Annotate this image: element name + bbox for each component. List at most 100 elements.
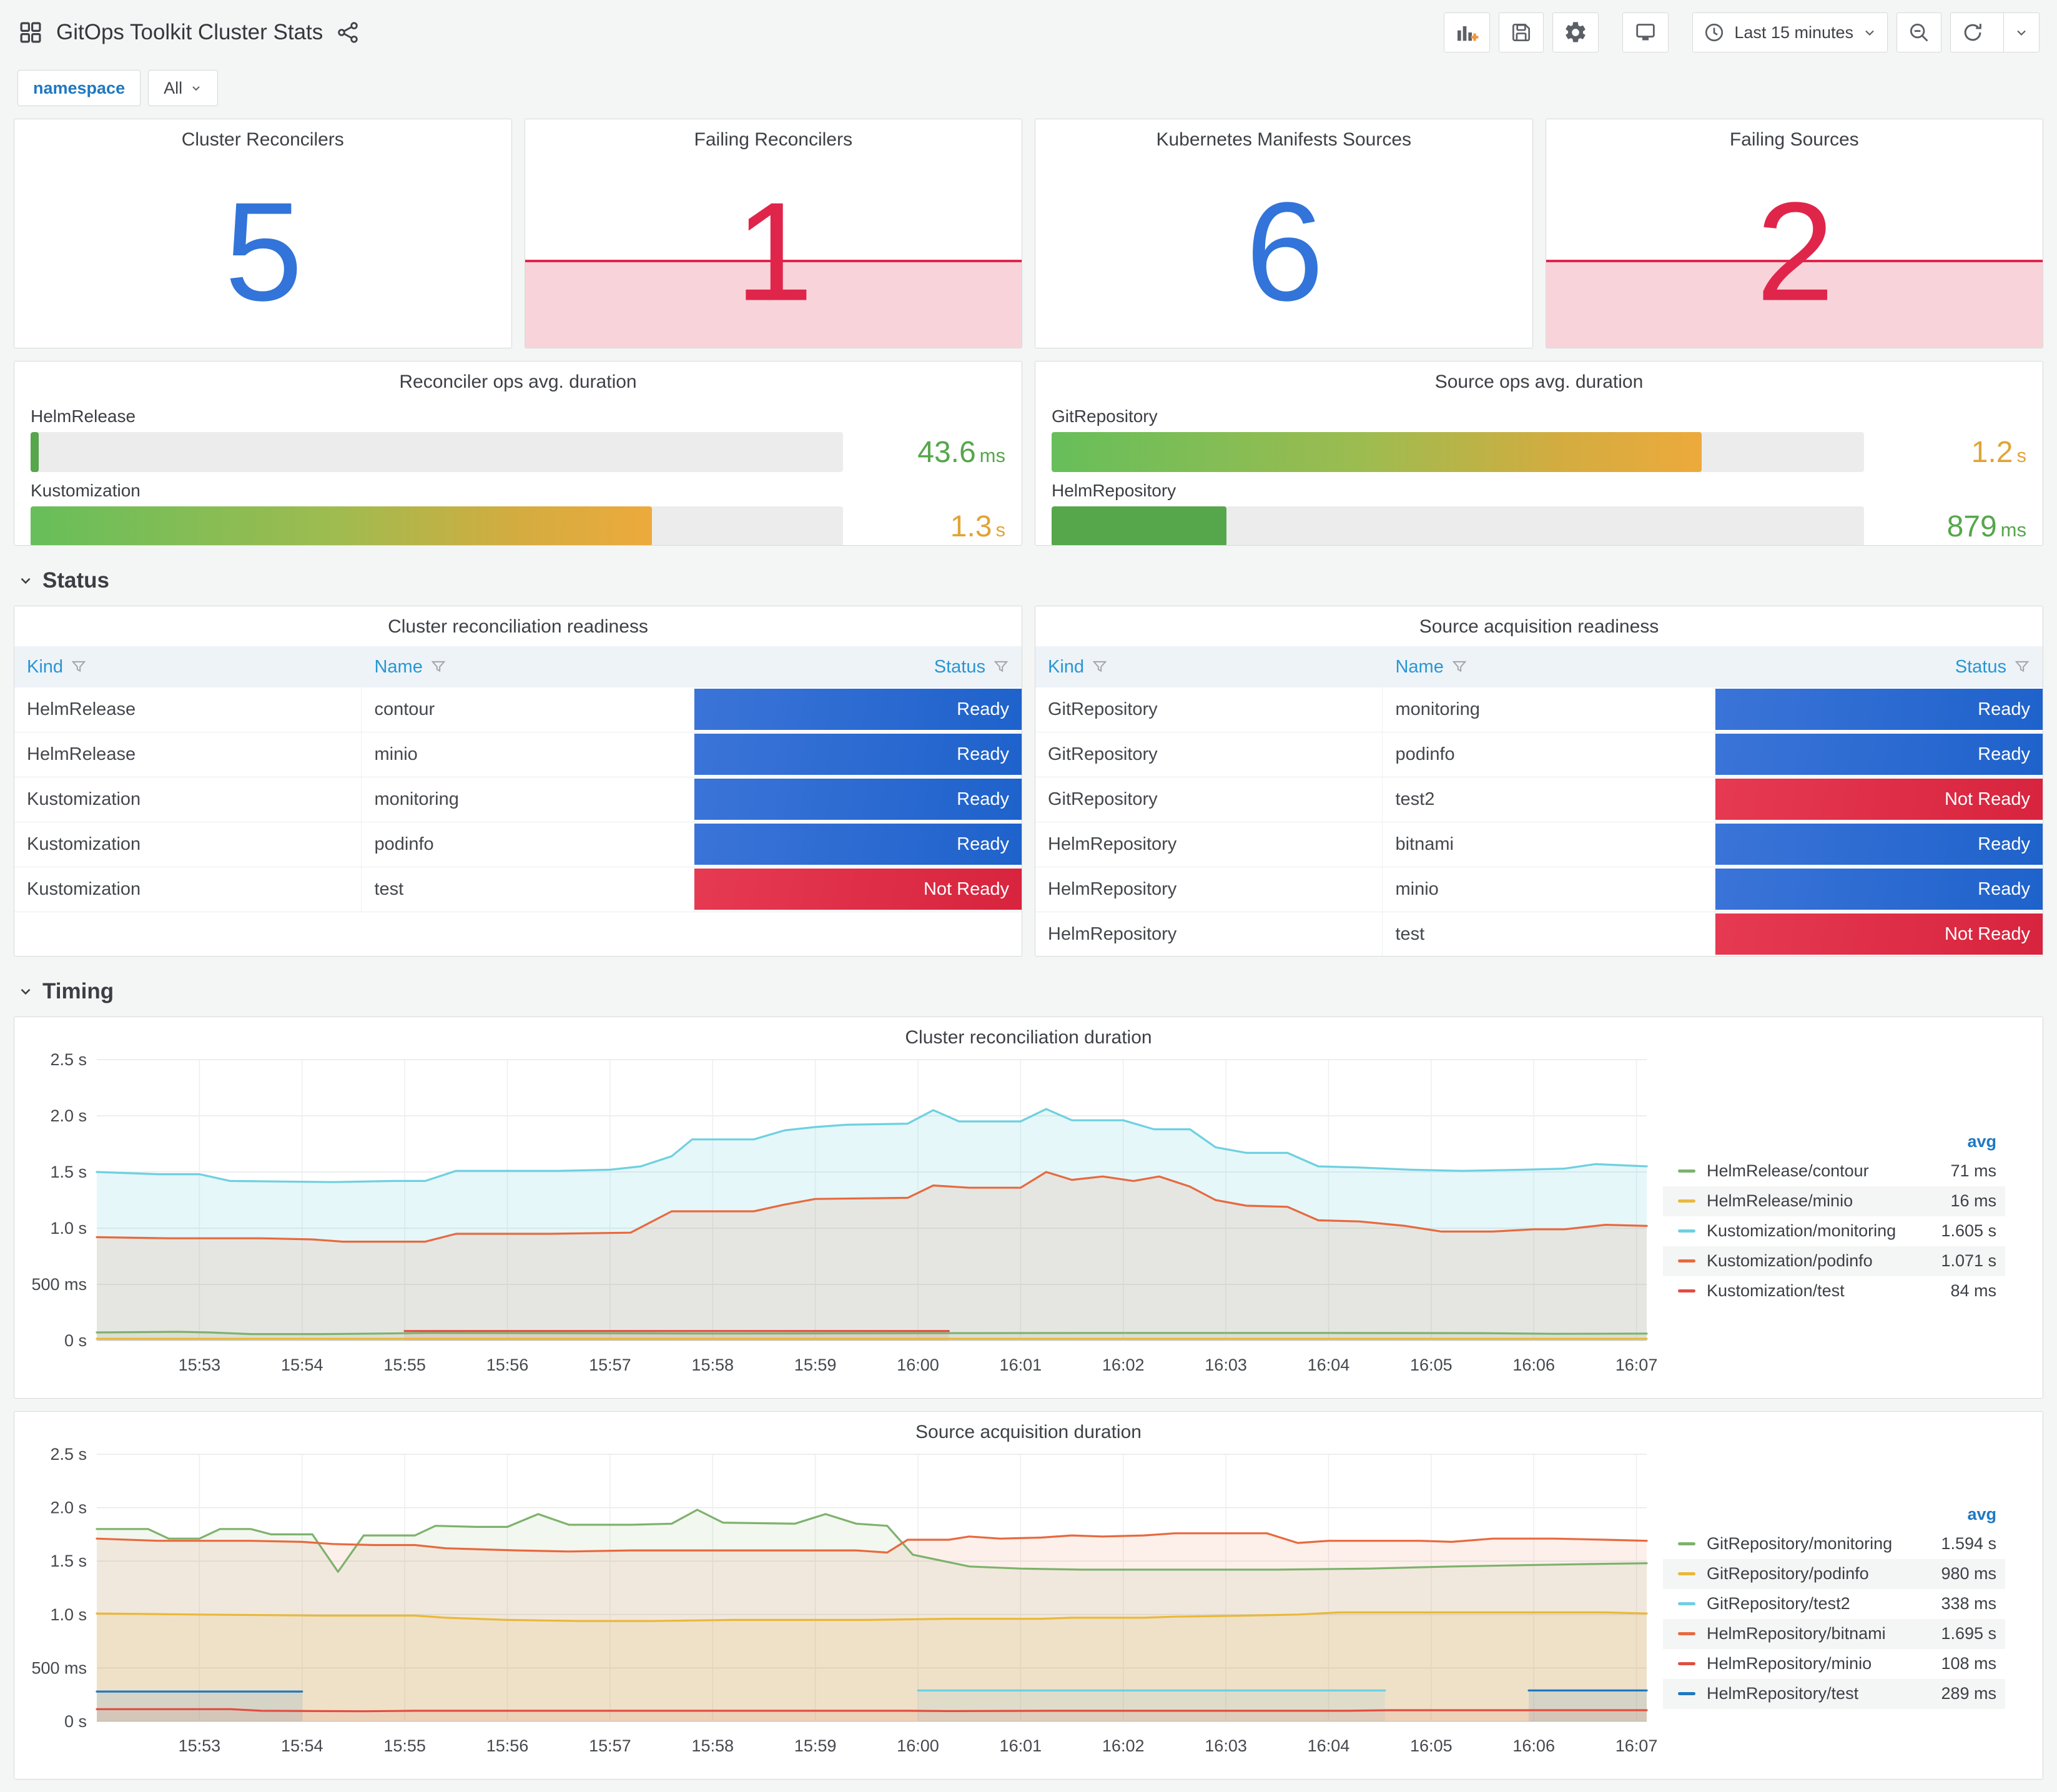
legend-item-helmrelease-contour[interactable]: HelmRelease/contour 71 ms xyxy=(1663,1156,2005,1186)
gauge-value-number: 879 xyxy=(1946,510,1997,543)
legend-item-gitrepository-podinfo[interactable]: GitRepository/podinfo 980 ms xyxy=(1663,1558,2005,1589)
y-axis-label: 0 s xyxy=(64,1712,87,1731)
column-header-name[interactable]: Name xyxy=(1383,646,1715,687)
gauge-row-kustomization: Kustomization 1.3 s xyxy=(31,481,1005,545)
x-axis-label: 16:04 xyxy=(1308,1356,1350,1374)
series-color-dash xyxy=(1678,1542,1695,1545)
column-header-status[interactable]: Status xyxy=(1715,646,2043,687)
series-color-dash xyxy=(1678,1289,1695,1292)
legend-item-helmrepository-minio[interactable]: HelmRepository/minio 108 ms xyxy=(1663,1649,2005,1679)
stat-title: Kubernetes Manifests Sources xyxy=(1156,129,1412,150)
legend-item-helmrepository-test[interactable]: HelmRepository/test 289 ms xyxy=(1663,1678,2005,1709)
table-row: Kustomization podinfo Ready xyxy=(14,822,1022,867)
y-axis-label: 1.5 s xyxy=(50,1163,87,1181)
stat-alert-area xyxy=(1546,259,2043,348)
legend-item-kustomization-test[interactable]: Kustomization/test 84 ms xyxy=(1663,1276,2005,1306)
x-axis-label: 16:02 xyxy=(1102,1356,1145,1374)
zoom-out-time-button[interactable] xyxy=(1897,12,1941,52)
stat-title: Failing Sources xyxy=(1729,129,1859,150)
legend-series-avg: 1.594 s xyxy=(1941,1534,1996,1553)
legend-avg-header[interactable]: avg xyxy=(1967,1131,1996,1151)
column-header-kind[interactable]: Kind xyxy=(14,646,362,687)
variable-namespace-value-dropdown[interactable]: All xyxy=(148,70,219,106)
gauge-value-unit: s xyxy=(995,518,1006,541)
legend-item-helmrepository-bitnami[interactable]: HelmRepository/bitnami 1.695 s xyxy=(1663,1618,2005,1649)
gauge-value-unit: s xyxy=(2016,444,2027,466)
cell-status: Ready xyxy=(1715,732,2043,777)
y-axis-label: 2.5 s xyxy=(50,1050,87,1069)
cell-name: bitnami xyxy=(1383,822,1715,867)
series-color-dash xyxy=(1678,1229,1695,1233)
x-axis-label: 16:02 xyxy=(1102,1736,1145,1755)
add-panel-button[interactable] xyxy=(1444,12,1491,52)
legend-item-gitrepository-monitoring[interactable]: GitRepository/monitoring 1.594 s xyxy=(1663,1529,2005,1559)
legend-item-kustomization-monitoring[interactable]: Kustomization/monitoring 1.605 s xyxy=(1663,1216,2005,1246)
column-header-status[interactable]: Status xyxy=(694,646,1022,687)
refresh-button-group xyxy=(1950,12,2040,52)
x-axis-label: 15:55 xyxy=(383,1356,426,1374)
column-header-kind[interactable]: Kind xyxy=(1035,646,1383,687)
stat-title: Failing Reconcilers xyxy=(694,129,852,150)
time-range-picker[interactable]: Last 15 minutes xyxy=(1692,12,1888,52)
table-row: GitRepository test2 Not Ready xyxy=(1035,777,2043,822)
gauge-bar-fill xyxy=(1052,432,1702,472)
legend-series-name: GitRepository/test2 xyxy=(1707,1594,1850,1613)
gauge-bar-track xyxy=(1052,432,1864,472)
chevron-down-icon xyxy=(21,988,31,995)
legend-item-gitrepository-test2[interactable]: GitRepository/test2 338 ms xyxy=(1663,1589,2005,1619)
refresh-dashboard-button[interactable] xyxy=(1951,13,1995,52)
series-fill-gitrepository-test2 xyxy=(918,1690,1385,1721)
legend-series-name: HelmRepository/test xyxy=(1707,1684,1859,1703)
cell-kind: Kustomization xyxy=(14,822,362,867)
series-color-dash xyxy=(1678,1692,1695,1695)
gauge-bar-fill xyxy=(31,506,653,545)
table-row: HelmRepository test Not Ready xyxy=(1035,912,2043,956)
variable-namespace-label[interactable]: namespace xyxy=(17,70,141,106)
x-axis-label: 15:58 xyxy=(691,1736,734,1755)
column-header-name[interactable]: Name xyxy=(362,646,694,687)
y-axis-label: 500 ms xyxy=(31,1658,87,1677)
section-status[interactable]: Status xyxy=(17,568,2043,593)
kiosk-mode-button[interactable] xyxy=(1622,12,1669,52)
stats-row: Cluster Reconcilers 5 Failing Reconcilers 1… xyxy=(14,119,2043,348)
share-icon[interactable] xyxy=(335,20,360,45)
y-axis-label: 2.0 s xyxy=(50,1106,87,1125)
legend-avg-header[interactable]: avg xyxy=(1967,1504,1996,1524)
gauge-bar-track xyxy=(31,506,843,545)
cell-name: contour xyxy=(362,687,694,732)
time-series-plot[interactable]: 0 s 500 ms 1.0 s 1.5 s 2.0 s 2.5 s 15:53 15:54 1… xyxy=(14,1048,1663,1386)
dashboard-settings-button[interactable] xyxy=(1552,12,1599,52)
dashboard-grid-icon[interactable] xyxy=(17,19,44,46)
save-dashboard-button[interactable] xyxy=(1499,12,1544,52)
cell-kind: HelmRepository xyxy=(1035,912,1383,956)
panel-cluster-reconciliation-duration: Cluster reconciliation duration 0 s 500 ms… xyxy=(14,1017,2043,1399)
series-line-kustomization-monitoring xyxy=(96,1108,1648,1183)
cell-kind: Kustomization xyxy=(14,867,362,912)
x-axis-label: 16:07 xyxy=(1616,1736,1658,1755)
series-color-dash xyxy=(1678,1632,1695,1635)
cell-name: test xyxy=(362,867,694,912)
status-badge: Ready xyxy=(694,689,1022,730)
gauge-label: HelmRelease xyxy=(31,406,136,426)
time-series-plot[interactable]: 0 s 500 ms 1.0 s 1.5 s 2.0 s 2.5 s 15:53 15:54 1… xyxy=(14,1443,1663,1766)
chevron-down-icon xyxy=(2017,30,2026,36)
gauge-value: 1.3 s xyxy=(843,510,1005,544)
filter-icon xyxy=(431,661,446,672)
section-timing[interactable]: Timing xyxy=(17,979,2043,1004)
y-axis-label: 500 ms xyxy=(31,1275,87,1294)
legend-item-kustomization-podinfo[interactable]: Kustomization/podinfo 1.071 s xyxy=(1663,1246,2005,1276)
refresh-interval-dropdown[interactable] xyxy=(2003,13,2039,52)
legend-series-name: HelmRepository/minio xyxy=(1707,1654,1872,1673)
status-badge: Ready xyxy=(1715,734,2043,775)
legend-item-helmrelease-minio[interactable]: HelmRelease/minio 16 ms xyxy=(1663,1186,2005,1216)
y-axis-label: 0 s xyxy=(64,1331,87,1350)
legend-series-name: HelmRepository/bitnami xyxy=(1707,1624,1886,1643)
cell-name: test xyxy=(1383,912,1715,956)
table-row: HelmRepository bitnami Ready xyxy=(1035,822,2043,867)
gauge-value-unit: ms xyxy=(979,444,1005,466)
series-line-kustomization-podinfo xyxy=(96,1171,1648,1243)
dashboard-header: GitOps Toolkit Cluster Stats xyxy=(14,0,2043,55)
x-axis-label: 15:57 xyxy=(589,1356,631,1374)
panel-cluster-reconciliation-readiness: Cluster reconciliation readiness Kind Name… xyxy=(14,606,1022,957)
series-fill-helmrepository-test xyxy=(97,1691,302,1721)
